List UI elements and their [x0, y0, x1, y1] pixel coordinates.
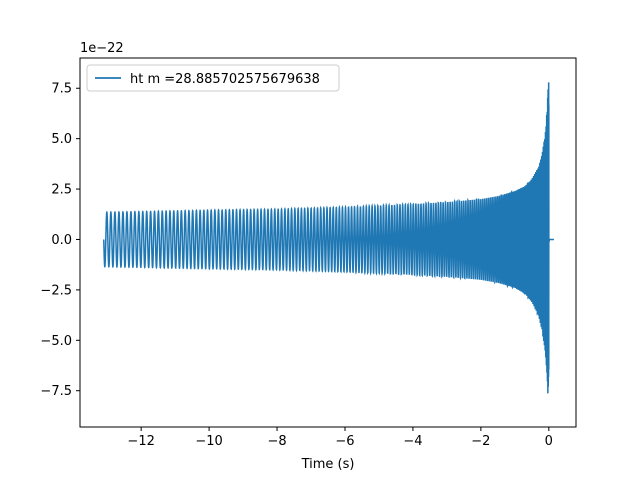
x-tick-label: −4 [403, 434, 422, 449]
x-tick-label: −12 [127, 434, 154, 449]
x-axis-label: Time (s) [301, 457, 355, 472]
legend-label: ht m =28.885702575679638 [130, 72, 320, 87]
y-tick-label: 0.0 [51, 233, 72, 248]
y-tick-label: −2.5 [40, 283, 72, 298]
y-axis: 7.5 5.0 2.5 0.0 −2.5 −5.0 −7.5 [40, 82, 80, 399]
x-tick-label: −8 [267, 434, 286, 449]
plot-frame [79, 57, 577, 428]
y-offset-label: 1e−22 [80, 41, 124, 56]
x-tick-label: −10 [195, 434, 222, 449]
x-tick-label: 0 [545, 434, 553, 449]
y-tick-label: 7.5 [51, 82, 72, 97]
y-tick-label: 2.5 [51, 183, 72, 198]
legend-box [86, 64, 340, 92]
legend: ht m =28.885702575679638 [86, 64, 340, 92]
y-tick-label: 5.0 [51, 132, 72, 147]
y-tick-label: −7.5 [40, 384, 72, 399]
series-line [103, 82, 554, 394]
y-tick-label: −5.0 [40, 334, 72, 349]
x-tick-label: −2 [471, 434, 490, 449]
x-axis: −12 −10 −8 −6 −4 −2 0 [127, 427, 553, 449]
x-tick-label: −6 [335, 434, 354, 449]
plot-area [103, 82, 554, 394]
